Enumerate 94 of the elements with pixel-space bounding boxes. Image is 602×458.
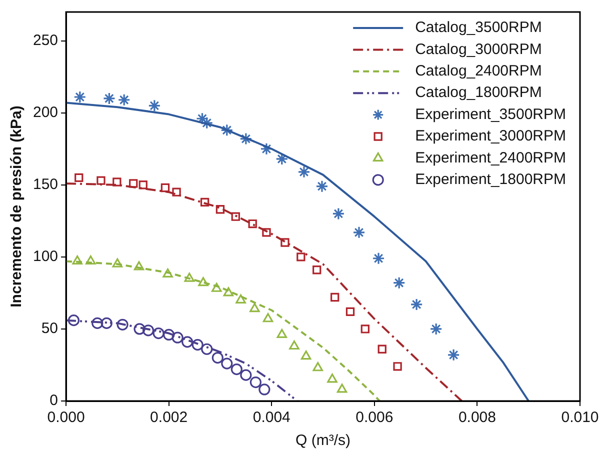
point bbox=[152, 327, 164, 340]
point bbox=[162, 268, 173, 278]
point bbox=[312, 266, 322, 274]
point bbox=[352, 226, 366, 239]
point bbox=[372, 252, 385, 265]
point bbox=[262, 228, 271, 237]
point bbox=[96, 176, 106, 185]
point bbox=[447, 348, 460, 362]
legend-label: Experiment_2400RPM bbox=[415, 149, 566, 166]
y-tick-label: 100 bbox=[32, 248, 58, 266]
point bbox=[316, 180, 328, 193]
x-tick-label: 0.008 bbox=[458, 409, 496, 426]
point bbox=[138, 180, 148, 190]
point bbox=[216, 205, 225, 214]
point bbox=[223, 287, 234, 296]
point bbox=[112, 178, 122, 186]
point bbox=[300, 350, 312, 360]
point bbox=[102, 92, 116, 105]
point bbox=[240, 132, 252, 146]
point bbox=[212, 352, 224, 364]
point bbox=[118, 94, 130, 106]
point bbox=[129, 179, 138, 188]
legend-label: Experiment_3500RPM bbox=[415, 106, 566, 123]
legend-label: Experiment_1800RPM bbox=[415, 171, 566, 188]
point bbox=[332, 207, 345, 220]
point bbox=[230, 364, 242, 376]
point bbox=[312, 362, 324, 372]
point bbox=[172, 188, 181, 196]
point bbox=[198, 277, 208, 286]
point bbox=[74, 90, 86, 104]
legend-label: Catalog_2400RPM bbox=[415, 62, 542, 80]
point bbox=[211, 282, 222, 292]
point bbox=[240, 369, 252, 381]
point bbox=[192, 339, 204, 351]
y-tick-label: 200 bbox=[32, 104, 58, 121]
point bbox=[410, 298, 423, 311]
point bbox=[163, 328, 175, 341]
x-tick-label: 0.006 bbox=[356, 409, 394, 426]
point bbox=[231, 212, 240, 221]
point bbox=[250, 376, 262, 388]
point bbox=[336, 384, 348, 393]
point bbox=[112, 258, 123, 268]
point bbox=[327, 374, 338, 383]
point bbox=[100, 317, 112, 329]
x-tick-label: 0.004 bbox=[252, 409, 290, 426]
point bbox=[86, 255, 96, 265]
x-tick-label: 0.000 bbox=[47, 409, 85, 426]
point bbox=[330, 292, 340, 302]
point bbox=[258, 384, 270, 396]
y-tick-label: 150 bbox=[32, 176, 58, 194]
y-tick-label: 0 bbox=[50, 392, 58, 410]
point bbox=[236, 294, 246, 304]
x-tick-label: 0.010 bbox=[561, 409, 599, 426]
point bbox=[296, 252, 306, 262]
point bbox=[221, 358, 233, 370]
point bbox=[280, 238, 290, 247]
point bbox=[92, 317, 104, 329]
legend-label: Experiment_3000RPM bbox=[415, 128, 566, 145]
point bbox=[260, 142, 273, 156]
point bbox=[134, 261, 144, 270]
legend-label: Catalog_1800RPM bbox=[415, 84, 542, 102]
point bbox=[200, 198, 210, 207]
point bbox=[74, 173, 84, 182]
point bbox=[148, 99, 161, 112]
point bbox=[360, 324, 370, 334]
x-tick-label: 0.002 bbox=[150, 409, 188, 426]
point bbox=[142, 324, 154, 336]
point bbox=[378, 344, 386, 354]
y-axis-title: Incremento de presión (kPa) bbox=[8, 106, 26, 308]
legend-label: Catalog_3500RPM bbox=[415, 19, 542, 36]
point bbox=[346, 307, 355, 316]
point bbox=[250, 302, 260, 312]
point bbox=[393, 362, 402, 371]
point bbox=[276, 328, 288, 338]
point bbox=[262, 313, 274, 322]
x-axis-title: Q (m³/s) bbox=[296, 432, 351, 450]
point bbox=[184, 272, 195, 282]
point bbox=[430, 322, 442, 336]
point bbox=[220, 124, 234, 136]
point bbox=[201, 343, 213, 355]
point bbox=[68, 314, 80, 326]
point bbox=[298, 166, 310, 178]
point bbox=[72, 255, 82, 265]
y-tick-label: 50 bbox=[41, 320, 58, 338]
y-tick-label: 250 bbox=[32, 32, 58, 49]
point bbox=[392, 276, 406, 290]
point bbox=[248, 219, 257, 228]
point bbox=[160, 183, 170, 192]
legend-label: Catalog_3000RPM bbox=[415, 40, 542, 58]
point bbox=[134, 323, 146, 335]
point bbox=[182, 336, 194, 348]
point bbox=[172, 332, 184, 344]
point bbox=[116, 318, 128, 330]
point bbox=[289, 340, 300, 350]
